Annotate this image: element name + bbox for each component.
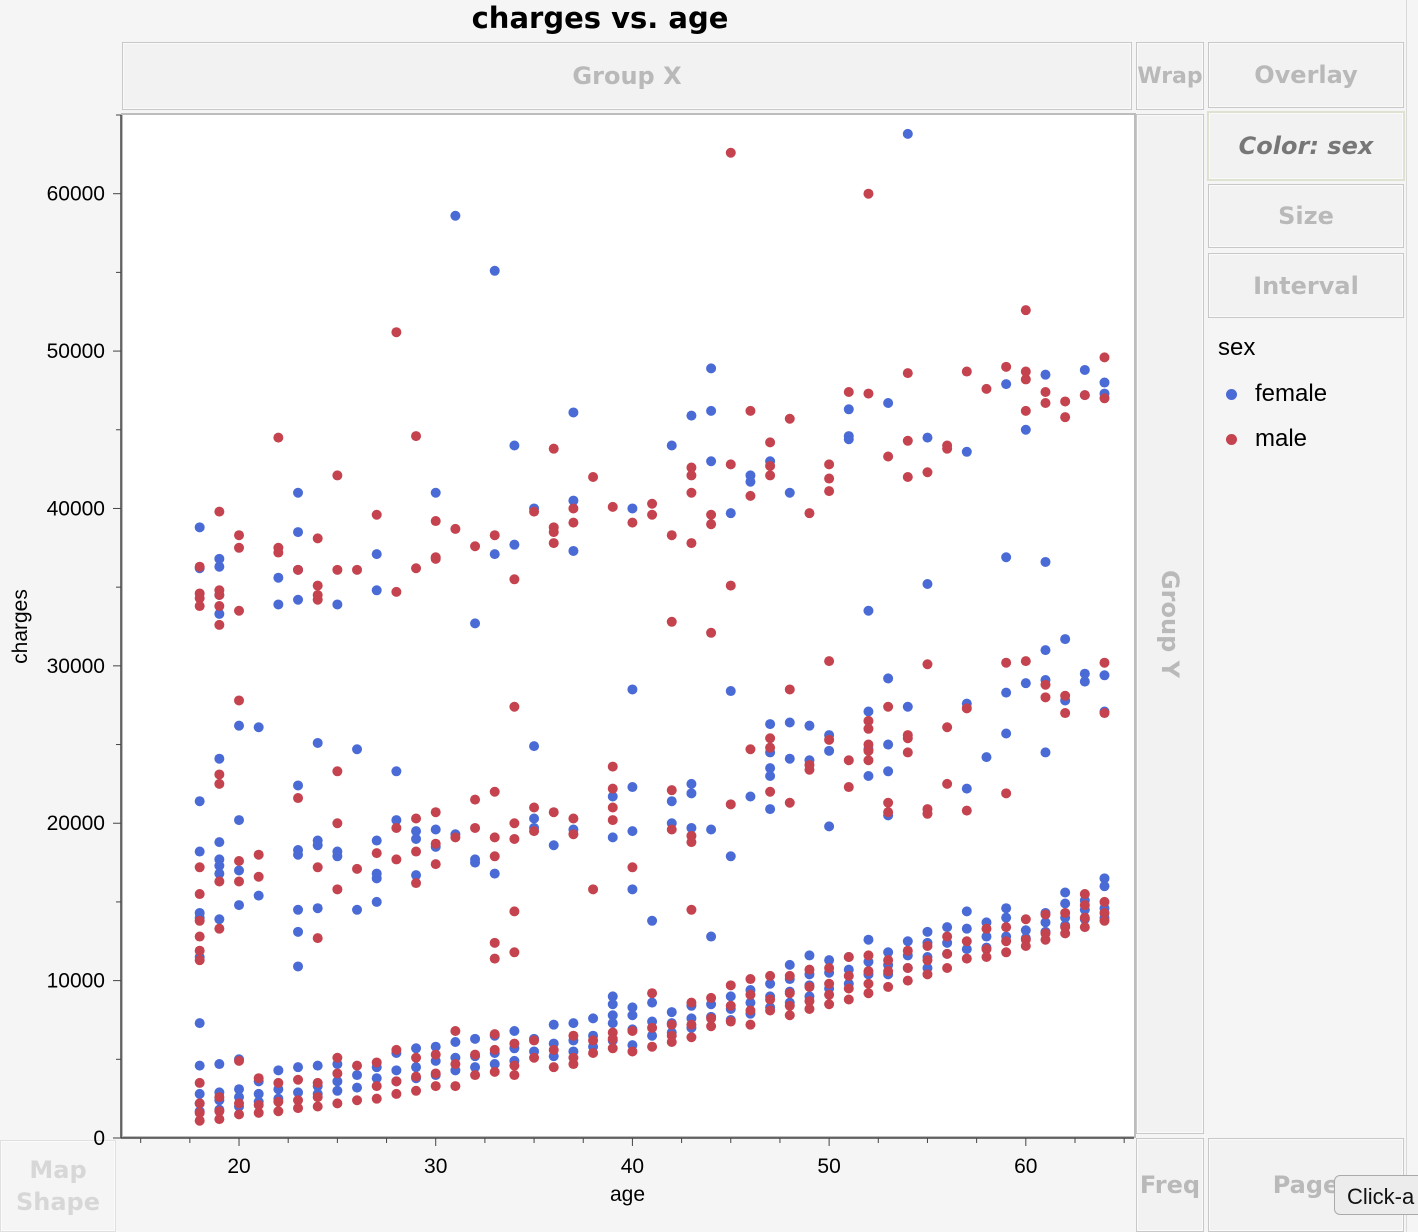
y-axis-title: charges: [9, 589, 32, 664]
y-tick-label: 10000: [47, 970, 105, 993]
y-tick-label: 30000: [47, 655, 105, 678]
y-tick-label: 40000: [47, 497, 105, 520]
legend-label-female: female: [1255, 380, 1328, 407]
page-label: Page: [1272, 1171, 1340, 1199]
size-label: Size: [1278, 202, 1334, 230]
window-edge: [1406, 0, 1418, 1232]
x-axis-title: age: [610, 1183, 645, 1206]
overlay-drop-zone[interactable]: Overlay: [1208, 42, 1404, 108]
map-label: Map: [29, 1156, 87, 1184]
chart-title: charges vs. age: [471, 1, 729, 35]
x-tick-label: 30: [424, 1155, 447, 1178]
y-tick-label: 50000: [47, 340, 105, 363]
shape-label: Shape: [15, 1188, 101, 1216]
plot-area[interactable]: [121, 113, 1136, 1138]
freq-drop-zone[interactable]: Freq: [1136, 1138, 1204, 1232]
color-label: Color: sex: [1238, 132, 1374, 160]
size-drop-zone[interactable]: Size: [1208, 184, 1404, 248]
y-tick-label: 20000: [47, 812, 105, 835]
tooltip: Click-a: [1334, 1175, 1418, 1215]
x-tick-label: 40: [621, 1155, 644, 1178]
legend-item-male[interactable]: male: [1226, 425, 1307, 453]
wrap-drop-zone[interactable]: Wrap: [1136, 42, 1204, 110]
wrap-label: Wrap: [1137, 63, 1203, 89]
overlay-label: Overlay: [1254, 61, 1358, 89]
freq-label: Freq: [1139, 1171, 1201, 1199]
x-tick-label: 20: [227, 1155, 250, 1178]
group-y-label: Group Y: [1156, 569, 1184, 679]
group-x-drop-zone[interactable]: Group X: [122, 42, 1132, 110]
group-y-drop-zone[interactable]: Group Y: [1136, 114, 1204, 1134]
interval-label: Interval: [1253, 271, 1359, 300]
legend-item-female[interactable]: female: [1226, 380, 1327, 408]
legend-title: sex: [1218, 334, 1256, 361]
group-x-label: Group X: [572, 62, 682, 90]
interval-drop-zone[interactable]: Interval: [1208, 253, 1404, 318]
x-tick-label: 50: [817, 1155, 840, 1178]
legend-label-male: male: [1255, 425, 1308, 452]
map-shape-drop-zone[interactable]: Map Shape: [0, 1140, 116, 1232]
color-drop-zone[interactable]: Color: sex: [1207, 111, 1405, 181]
legend-marker-male: [1226, 433, 1237, 445]
legend-marker-female: [1226, 388, 1237, 400]
y-tick-label: 60000: [47, 183, 105, 206]
x-tick-label: 60: [1014, 1155, 1037, 1178]
